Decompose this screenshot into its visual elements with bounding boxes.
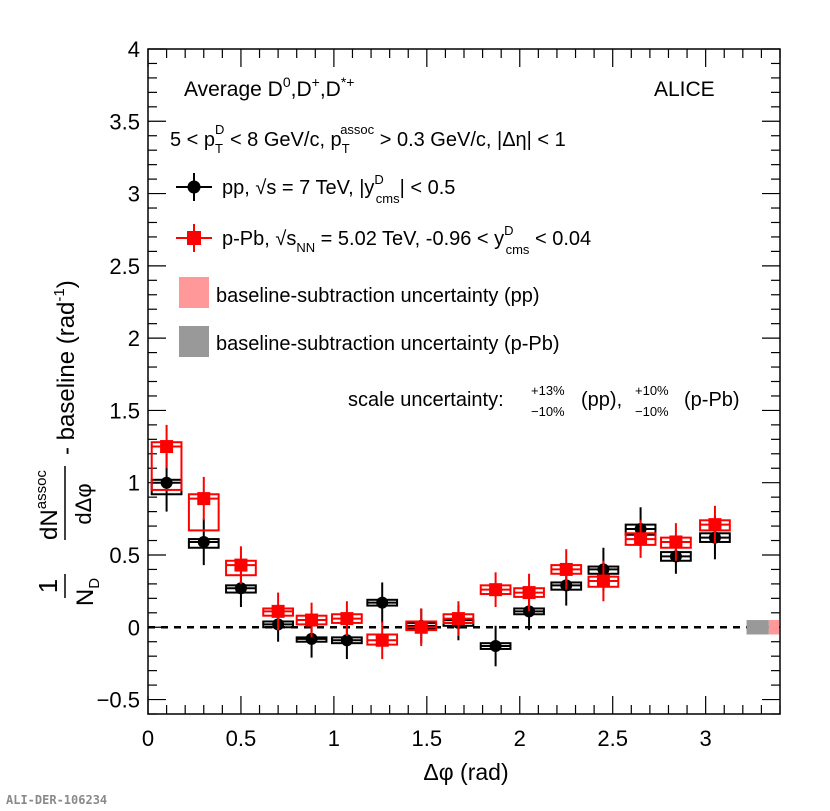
data-point-p-Pb — [414, 620, 428, 634]
y-tick-label: 3 — [128, 182, 140, 207]
data-point-p-Pb — [375, 633, 389, 647]
y-axis-title: 1 ND dNassoc dΔφ - baseline (rad-1) — [33, 280, 103, 606]
legend-ppb-marker — [176, 224, 212, 252]
data-point-p-Pb — [708, 518, 722, 532]
y-tick-label: 1.5 — [109, 398, 140, 423]
x-tick-label: 1 — [328, 726, 340, 751]
legend-baseline-pp-swatch — [179, 277, 209, 308]
data-point-pp — [234, 582, 247, 595]
svg-text:(pp),: (pp), — [581, 389, 622, 411]
y-tick-label: 0 — [128, 615, 140, 640]
data-point-p-Pb — [596, 574, 610, 588]
data-point-p-Pb — [634, 532, 648, 546]
svg-text:dNassoc: dNassoc — [33, 470, 63, 540]
svg-text:1: 1 — [33, 579, 63, 593]
legend-pp-label: pp, √s = 7 TeV, |yD cms| < 0.5 — [222, 172, 455, 206]
average-label: Average D0,D+,D*+ — [184, 74, 354, 101]
x-tick-label: 2 — [514, 726, 526, 751]
data-point-pp — [197, 535, 210, 548]
data-point-pp — [160, 476, 173, 489]
alice-label: ALICE — [654, 78, 715, 101]
baseline-uncertainty-box — [768, 620, 779, 635]
data-point-p-Pb — [559, 562, 573, 576]
data-point-p-Pb — [271, 604, 285, 618]
svg-text:dΔφ: dΔφ — [71, 483, 96, 524]
svg-text:−10%: −10% — [531, 404, 565, 419]
data-point-p-Pb — [340, 612, 354, 626]
data-point-p-Pb — [489, 583, 503, 597]
y-tick-label: 3.5 — [109, 109, 140, 134]
y-tick-label: −0.5 — [97, 688, 140, 713]
scale-uncertainty: scale uncertainty: +13% −10% (pp), +10% … — [348, 383, 740, 419]
x-tick-label: 3 — [700, 726, 712, 751]
baseline-uncertainty-box — [746, 620, 769, 635]
svg-text:+13%: +13% — [531, 383, 565, 398]
chart: 0 0.5 1 1.5 2 2.5 3−0.500.511.522.533.54 Avera… — [33, 37, 781, 785]
data-point-p-Pb — [451, 612, 465, 626]
y-tick-label: 2 — [128, 326, 140, 351]
data-point-p-Pb — [522, 586, 536, 600]
y-tick-label: 4 — [128, 37, 140, 62]
svg-text:scale uncertainty:: scale uncertainty: — [348, 389, 504, 411]
legend-baseline-ppb-swatch — [179, 326, 209, 357]
svg-text:ND: ND — [72, 578, 103, 606]
data-point-pp — [489, 640, 502, 653]
data-point-p-Pb — [234, 558, 248, 572]
x-tick-label: 2.5 — [597, 726, 628, 751]
data-point-p-Pb — [669, 535, 683, 549]
data-point-pp — [305, 632, 318, 645]
data-point-p-Pb — [160, 440, 174, 454]
data-point-pp — [376, 596, 389, 609]
kinematics-label: 5 < pTD < 8 GeV/c, pTassoc > 0.3 GeV/c, … — [170, 122, 566, 156]
data-point-p-Pb — [197, 492, 211, 506]
data-point-pp — [340, 634, 353, 647]
y-tick-label: 0.5 — [109, 543, 140, 568]
svg-text:- baseline (rad-1): - baseline (rad-1) — [51, 280, 80, 455]
svg-text:+10%: +10% — [635, 383, 669, 398]
y-tick-label: 2.5 — [109, 254, 140, 279]
svg-text:(p-Pb): (p-Pb) — [684, 389, 740, 411]
x-tick-label: 0.5 — [226, 726, 257, 751]
legend-baseline-pp-label: baseline-subtraction uncertainty (pp) — [216, 285, 540, 307]
x-axis-title: Δφ (rad) — [423, 759, 508, 785]
footer-id: ALI-DER-106234 — [6, 793, 108, 807]
svg-text:−10%: −10% — [635, 404, 669, 419]
legend-baseline-ppb-label: baseline-subtraction uncertainty (p-Pb) — [216, 333, 560, 355]
x-tick-label: 0 — [142, 726, 154, 751]
legend-pp-marker — [176, 173, 212, 201]
data-point-p-Pb — [305, 613, 319, 627]
x-tick-label: 1.5 — [412, 726, 443, 751]
legend-ppb-label: p-Pb, √sNN = 5.02 TeV, -0.96 < yD cms < 0… — [222, 223, 591, 257]
y-tick-label: 1 — [128, 471, 140, 496]
